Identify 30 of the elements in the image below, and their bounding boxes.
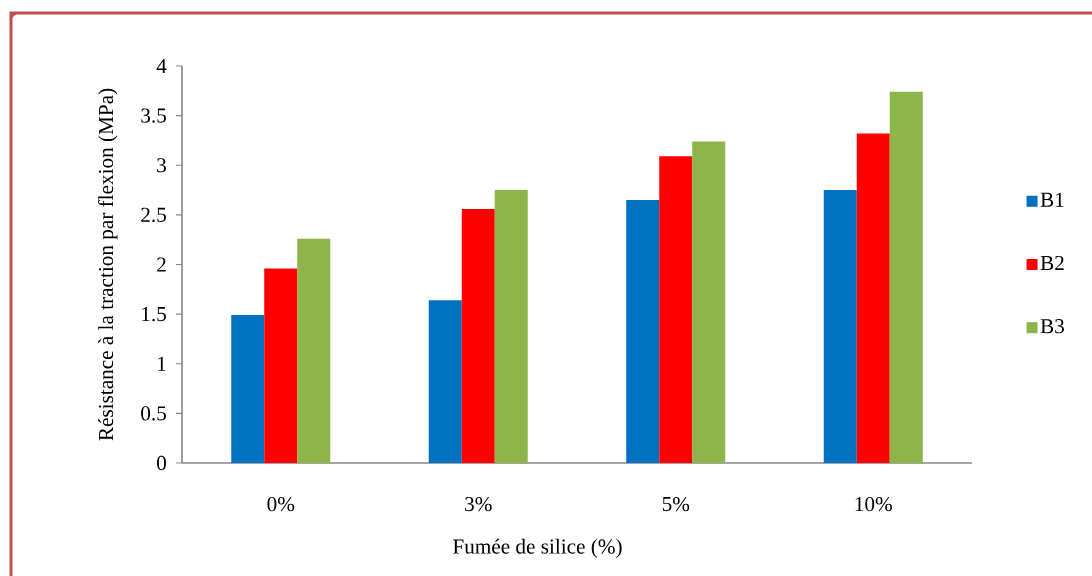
legend-label: B2 — [1040, 255, 1064, 270]
x-tick-label: 10% — [855, 496, 892, 512]
y-tick-label: 4 — [156, 59, 167, 73]
bar — [856, 133, 890, 463]
bar — [231, 315, 265, 463]
x-tick-label: 5% — [662, 496, 690, 512]
legend-label: B3 — [1040, 319, 1064, 334]
y-tick-label: 1.5 — [142, 306, 166, 322]
bar — [823, 190, 857, 463]
bar — [428, 300, 462, 463]
y-tick-label: 2 — [157, 257, 166, 272]
bar — [889, 91, 923, 463]
y-tick-label: 3.5 — [141, 108, 166, 123]
bar — [626, 199, 660, 463]
bar — [264, 268, 298, 463]
bar — [297, 238, 331, 463]
bar — [461, 208, 495, 463]
bar — [494, 190, 528, 463]
x-axis-title: Fumée de silice (%) — [453, 538, 622, 558]
x-tick-label: 0% — [267, 496, 295, 512]
legend-label: B1 — [1040, 192, 1064, 207]
y-axis-title: Résistance à la traction par flexion (MPa) — [98, 88, 118, 441]
y-tick-label: 2.5 — [141, 207, 166, 223]
x-tick-label: 3% — [465, 496, 492, 512]
y-tick-label: 0.5 — [141, 406, 166, 421]
bar — [659, 156, 693, 463]
y-tick-label: 3 — [157, 158, 166, 173]
y-tick-label: 0 — [157, 455, 166, 471]
y-tick-label: 1 — [158, 356, 166, 371]
bar — [692, 141, 726, 463]
